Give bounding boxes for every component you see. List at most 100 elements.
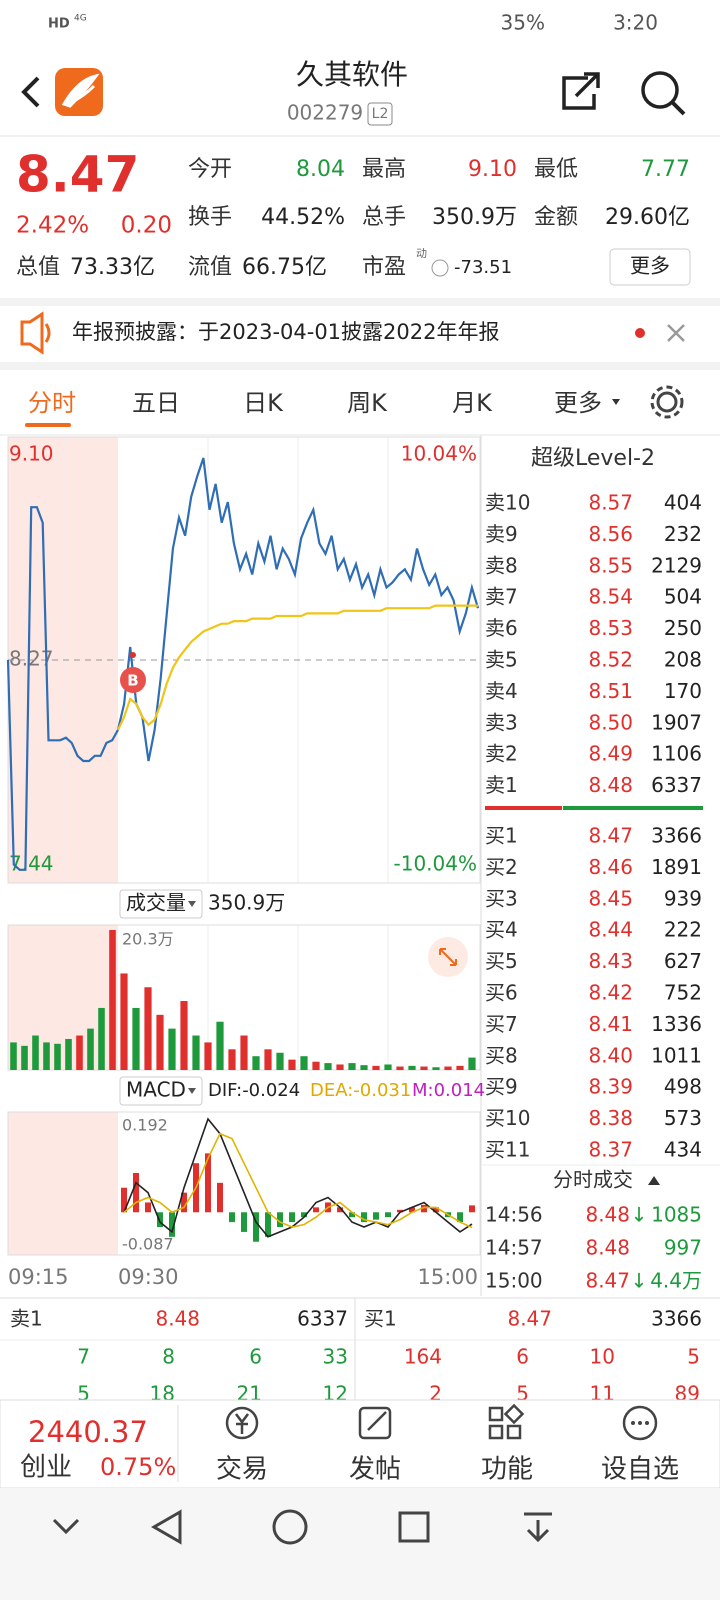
trades-title[interactable]: 分时成交 (553, 1168, 633, 1192)
macd-bar (253, 1212, 259, 1242)
tab[interactable]: 五日 (132, 389, 180, 417)
bid-price: 8.46 (588, 855, 633, 879)
macd-bar (265, 1212, 271, 1237)
field-value: 8.04 (296, 157, 345, 182)
legend-entry: DIF:-0.024 (208, 1080, 300, 1101)
tab[interactable]: 日K (243, 389, 284, 417)
trade-direction: ↓ (631, 1269, 648, 1293)
bid-price: 8.40 (588, 1043, 633, 1067)
ask-price: 8.55 (588, 553, 633, 577)
ask-volume: 6337 (297, 1307, 348, 1331)
footer-button[interactable]: 设自选 (601, 1455, 679, 1485)
bid-queue: 6 (516, 1345, 529, 1369)
macd-bar (133, 1172, 139, 1213)
bid-label: 买7 (485, 1012, 518, 1036)
tab[interactable]: 周K (347, 389, 388, 417)
tab[interactable]: 分时 (28, 389, 76, 417)
bid-label: 买1 (485, 824, 518, 848)
volume-bar (360, 1065, 368, 1070)
unread-dot (635, 328, 645, 338)
field-value: 7.77 (641, 157, 690, 182)
tab[interactable]: 月K (452, 389, 493, 417)
field-label: 市盈 (362, 255, 406, 280)
gap (0, 298, 720, 306)
ask-price: 8.54 (588, 585, 633, 609)
ask-volume: 232 (664, 522, 702, 546)
clock: 3:20 (613, 11, 658, 35)
volume-title[interactable]: 成交量 (126, 891, 186, 915)
more-label[interactable]: 更多 (630, 254, 670, 278)
logo-mark (61, 73, 100, 108)
field-label: 最高 (362, 157, 406, 182)
index-name[interactable]: 创业 (20, 1453, 72, 1483)
volume-bar (288, 1059, 296, 1070)
y-tick-label: 7.44 (9, 852, 54, 876)
bid-label: 买8 (485, 1043, 518, 1067)
ask-price: 8.53 (588, 616, 633, 640)
nav-back[interactable] (150, 1509, 182, 1545)
back-button[interactable] (21, 76, 40, 108)
dropdown-arrow (188, 1088, 196, 1094)
field-value: 29.60亿 (605, 205, 690, 230)
volume-bar (348, 1063, 356, 1070)
macd-line (123, 1117, 473, 1238)
ask-volume: 404 (664, 491, 702, 515)
network-label: HD (48, 17, 70, 32)
field-label: 换手 (188, 205, 232, 230)
stock-name: 久其软件 (296, 58, 408, 91)
ask-price: 8.48 (155, 1307, 200, 1331)
field-value: 66.75亿 (242, 255, 327, 280)
price-line (116, 457, 480, 762)
volume-bar (444, 1066, 452, 1070)
settings-button[interactable] (650, 385, 684, 419)
volume-selector[interactable] (119, 889, 203, 919)
index-value[interactable]: 2440.37 (28, 1415, 148, 1449)
volume-bar (180, 1001, 188, 1070)
nav-menu[interactable] (524, 1512, 552, 1543)
macd-bar (289, 1212, 295, 1223)
y2-tick-label: 10.04% (401, 442, 477, 466)
buy-marker-label: B (127, 672, 138, 690)
change-percent: 2.42% (16, 213, 89, 239)
ask-label: 卖7 (485, 585, 518, 609)
macd-bar (433, 1207, 439, 1213)
index-change[interactable]: 0.75% (100, 1453, 176, 1481)
volume-bar (21, 1045, 28, 1070)
volume-bar (456, 1065, 464, 1070)
indicator-selector[interactable] (119, 1076, 203, 1106)
nav-recent[interactable] (398, 1511, 430, 1543)
ask-volume: 250 (664, 616, 702, 640)
bid-volume: 434 (664, 1138, 702, 1162)
volume-bar (54, 1043, 61, 1070)
nav-hide[interactable] (52, 1518, 80, 1535)
volume-bar (76, 1035, 83, 1070)
field-value: 350.9万 (432, 205, 517, 230)
speaker-icon (20, 311, 51, 355)
field-label: 总手 (362, 205, 406, 230)
ask-price: 8.50 (588, 710, 633, 734)
nav-home[interactable] (272, 1509, 308, 1545)
tab[interactable]: 更多 (554, 389, 602, 417)
macd-line (123, 1132, 473, 1229)
search-button[interactable] (641, 71, 686, 116)
footer-button[interactable]: 交易 (216, 1455, 268, 1485)
indicator-title[interactable]: MACD (126, 1078, 186, 1102)
footer-button[interactable]: 发帖 (349, 1455, 401, 1485)
share-button[interactable] (562, 72, 600, 110)
ask-queue: 33 (323, 1345, 348, 1369)
x-tick-label: 09:15 (8, 1265, 69, 1289)
more-button[interactable] (609, 248, 691, 286)
x-tick-label: 09:30 (118, 1265, 179, 1289)
ask-volume: 504 (664, 585, 702, 609)
ask-price: 8.49 (588, 742, 633, 766)
trade-direction: ↓ (631, 1203, 648, 1227)
bid-label: 买4 (485, 918, 518, 942)
bid-price: 8.41 (588, 1012, 633, 1036)
footer-button[interactable]: 功能 (481, 1455, 533, 1485)
ask-volume: 1907 (651, 710, 702, 734)
notice-text[interactable]: 年报预披露：于2023-04-01披露2022年年报 (72, 320, 499, 344)
volume-bar (252, 1056, 260, 1070)
bid-volume: 939 (664, 886, 702, 910)
close-button[interactable] (667, 324, 685, 342)
